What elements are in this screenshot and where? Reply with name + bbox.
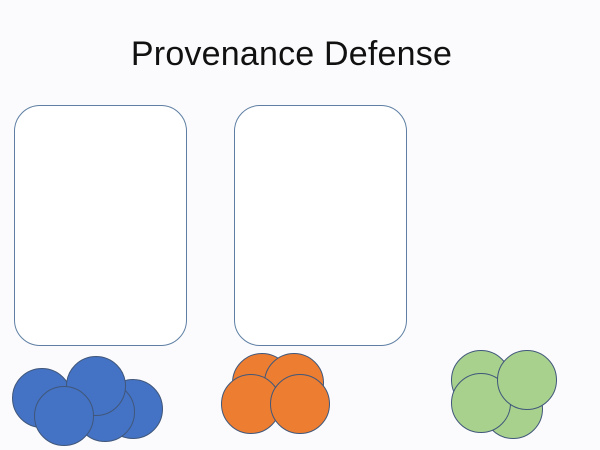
drop-zone-left[interactable] <box>14 105 187 346</box>
blue-ball[interactable] <box>34 386 94 446</box>
slide-title[interactable]: Provenance Defense <box>130 35 453 73</box>
green-ball[interactable] <box>497 350 557 410</box>
orange-ball[interactable] <box>270 374 330 434</box>
drop-zone-right[interactable] <box>234 105 407 346</box>
